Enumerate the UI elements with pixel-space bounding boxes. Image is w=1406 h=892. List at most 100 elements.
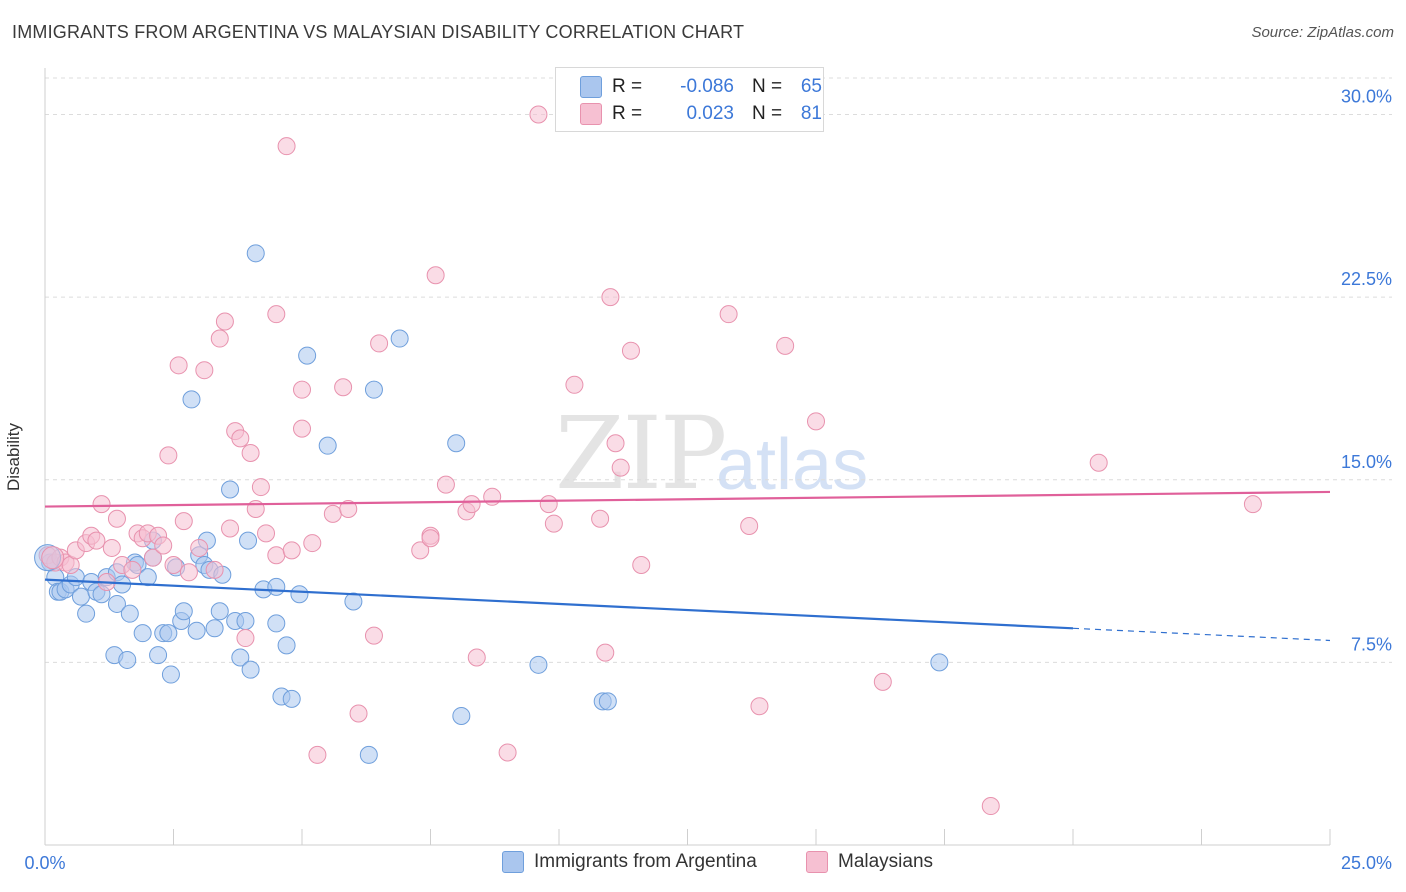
pink-point: [143, 548, 162, 567]
pink-point: [591, 509, 610, 528]
y-tick-label: 7.5%: [1351, 634, 1392, 654]
legend-swatch-blue: [580, 76, 602, 98]
pink-point: [334, 378, 353, 397]
blue-point: [107, 594, 126, 613]
pink-point: [421, 529, 440, 548]
blue-point: [236, 611, 255, 630]
pink-point: [1243, 495, 1262, 514]
blue-point: [231, 648, 250, 667]
pink-point: [740, 517, 759, 536]
pink-point: [241, 443, 260, 462]
pink-point: [267, 546, 286, 565]
pink-point: [807, 412, 825, 431]
blue-point: [277, 636, 296, 655]
pink-trend-line: [44, 490, 1331, 508]
series-legend-malaysians[interactable]: Malaysians: [806, 851, 933, 873]
pink-point: [436, 475, 455, 494]
watermark-atlas: atlas: [716, 425, 869, 505]
pink-point: [159, 446, 178, 465]
pink-point: [719, 305, 738, 324]
pink-point: [251, 478, 270, 497]
n-value: 81: [800, 103, 822, 124]
pink-point: [277, 137, 296, 156]
pink-point: [87, 531, 106, 550]
pink-point: [750, 697, 769, 716]
blue-point: [159, 624, 178, 643]
pink-point: [873, 672, 892, 691]
blue-point: [529, 655, 548, 674]
pink-point: [174, 512, 193, 531]
blue-point: [267, 577, 286, 596]
blue-point: [120, 604, 139, 623]
series-legend-label: Malaysians: [838, 851, 934, 872]
blue-point: [246, 244, 265, 263]
pink-point: [102, 538, 121, 557]
blue-trend-line: [44, 578, 1074, 630]
pink-point: [92, 495, 111, 514]
series-legend-label: Immigrants from Argentina: [534, 851, 757, 872]
pink-point: [179, 563, 198, 582]
y-tick-label: 22.5%: [1341, 269, 1392, 289]
pink-point: [293, 380, 311, 399]
blue-point: [930, 653, 949, 672]
series-legend-argentina[interactable]: Immigrants from Argentina: [502, 851, 757, 873]
blue-point: [221, 480, 240, 499]
blue-point: [318, 436, 337, 455]
blue-point: [187, 621, 206, 640]
blue-point: [133, 624, 152, 643]
pink-point: [123, 560, 142, 579]
r-value: -0.086: [680, 76, 734, 97]
blue-point: [182, 390, 201, 409]
pink-point: [565, 375, 584, 394]
pink-point: [370, 334, 389, 353]
legend-swatch-blue: [502, 851, 524, 873]
x-tick-label: 25.0%: [1341, 853, 1392, 873]
pink-point: [308, 745, 327, 764]
pink-point: [1089, 453, 1108, 472]
pink-point: [539, 495, 558, 514]
pink-point: [596, 643, 615, 662]
pink-point: [621, 341, 640, 360]
r-label: R =: [612, 103, 643, 124]
pink-point: [257, 524, 276, 543]
pink-point: [606, 434, 625, 453]
blue-point: [241, 660, 260, 679]
pink-point: [205, 560, 224, 579]
pink-point: [339, 499, 358, 518]
pink-point: [544, 514, 563, 533]
r-label: R =: [612, 76, 643, 97]
pink-point: [323, 504, 342, 523]
pink-point: [164, 555, 183, 574]
pink-point: [267, 305, 286, 324]
pink-point: [349, 704, 368, 723]
blue-point: [118, 650, 137, 669]
stats-legend-row-malaysians: R = 0.023 N = 81: [580, 101, 822, 127]
watermark-zip: ZIP: [555, 395, 727, 512]
blue-point: [267, 614, 286, 633]
blue-point: [205, 619, 224, 638]
pink-point: [282, 541, 301, 560]
pink-point: [467, 648, 486, 667]
blue-point: [344, 592, 363, 611]
x-tick-label: 0.0%: [24, 853, 65, 873]
blue-point: [77, 604, 96, 623]
blue-point: [210, 602, 229, 621]
blue-point: [149, 646, 168, 665]
pink-point: [411, 541, 430, 560]
pink-point: [601, 288, 620, 307]
pink-point: [236, 629, 255, 648]
pink-point: [364, 626, 383, 645]
pink-point: [611, 458, 630, 477]
pink-point: [462, 495, 481, 514]
stats-legend-row-argentina: R = -0.086 N = 65: [580, 74, 822, 100]
pink-point: [776, 336, 795, 355]
pink-point: [529, 105, 548, 124]
pink-point: [483, 487, 502, 506]
blue-point: [598, 692, 617, 711]
pink-point: [221, 519, 240, 538]
y-tick-label: 30.0%: [1341, 87, 1392, 107]
n-value: 65: [800, 76, 822, 97]
pink-point: [190, 538, 209, 557]
pink-point: [231, 429, 250, 448]
n-label: N =: [752, 76, 783, 97]
